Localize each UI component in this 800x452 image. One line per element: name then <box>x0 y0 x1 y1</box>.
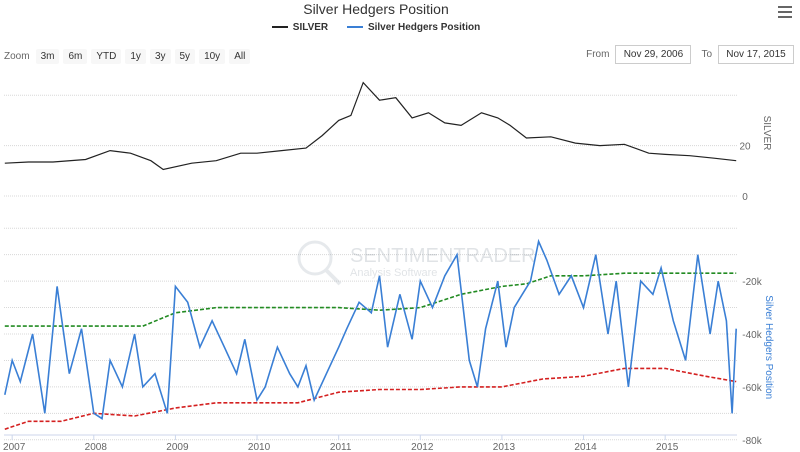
gridlines <box>4 94 737 441</box>
x-tick-label: 2011 <box>330 442 352 452</box>
to-date-input[interactable]: Nov 17, 2015 <box>718 45 794 64</box>
zoom-all-button[interactable]: All <box>229 48 251 64</box>
zoom-ytd-button[interactable]: YTD <box>91 48 122 64</box>
upper-band-line <box>4 272 737 327</box>
legend-item-silver[interactable]: SILVER <box>271 21 329 33</box>
chart-title: Silver Hedgers Position <box>303 1 449 17</box>
from-label: From <box>586 49 610 60</box>
x-tick-label: 2009 <box>166 442 189 452</box>
to-label: To <box>701 49 712 60</box>
zoom-10y-button[interactable]: 10y <box>199 48 226 64</box>
zoom-1y-button[interactable]: 1y <box>125 48 146 64</box>
legend-label-silver: SILVER <box>292 21 329 33</box>
x-tick-label: 2008 <box>85 442 108 452</box>
x-tick-label: 2014 <box>574 442 597 452</box>
date-range: From Nov 29, 2006 To Nov 17, 2015 <box>576 45 794 64</box>
silver-price-line <box>4 81 737 171</box>
watermark-magnifier-icon <box>297 240 333 276</box>
x-tick-label: 2010 <box>248 442 271 452</box>
zoom-6m-button[interactable]: 6m <box>63 48 88 64</box>
bottom-y-tick-label: -20k <box>742 277 762 288</box>
bottom-y-axis-label: Silver Hedgers Position <box>763 295 774 399</box>
x-tick-label: 2012 <box>411 442 434 452</box>
top-y-tick-label: 0 <box>742 192 748 203</box>
top-y-tick-label: 20 <box>739 142 751 153</box>
top-y-axis-label: SILVER <box>761 116 772 151</box>
lower-band-line <box>4 367 737 430</box>
bottom-y-tick-label: -40k <box>742 330 762 341</box>
hedgers-position-line <box>4 238 737 420</box>
bottom-y-tick-label: -60k <box>742 383 762 394</box>
bottom-y-tick-label: -80k <box>742 436 762 447</box>
menu-icon[interactable] <box>778 6 792 18</box>
x-tick-label: 2013 <box>493 442 516 452</box>
zoom-5y-button[interactable]: 5y <box>174 48 196 64</box>
zoom-3m-button[interactable]: 3m <box>35 48 60 64</box>
legend-label-hedgers: Silver Hedgers Position <box>367 21 481 33</box>
zoom-toolbar: Zoom 3m 6m YTD 1y 3y 5y 10y All <box>4 47 254 65</box>
x-tick-label: 2007 <box>3 442 26 452</box>
watermark: SENTIMENTRADER Analysis Software <box>297 240 536 286</box>
x-tick-label: 2015 <box>656 442 679 452</box>
zoom-3y-button[interactable]: 3y <box>149 48 171 64</box>
legend-item-hedgers[interactable]: Silver Hedgers Position <box>346 21 481 33</box>
legend-swatch-hedgers <box>346 26 363 28</box>
watermark-sub: Analysis Software <box>350 267 437 279</box>
legend: SILVER Silver Hedgers Position <box>0 20 752 33</box>
watermark-name: SENTIMENTRADER <box>350 245 536 267</box>
zoom-label: Zoom <box>4 50 30 62</box>
from-date-input[interactable]: Nov 29, 2006 <box>615 45 692 64</box>
legend-swatch-silver <box>271 26 288 28</box>
watermark-magnifier-handle <box>324 268 342 286</box>
